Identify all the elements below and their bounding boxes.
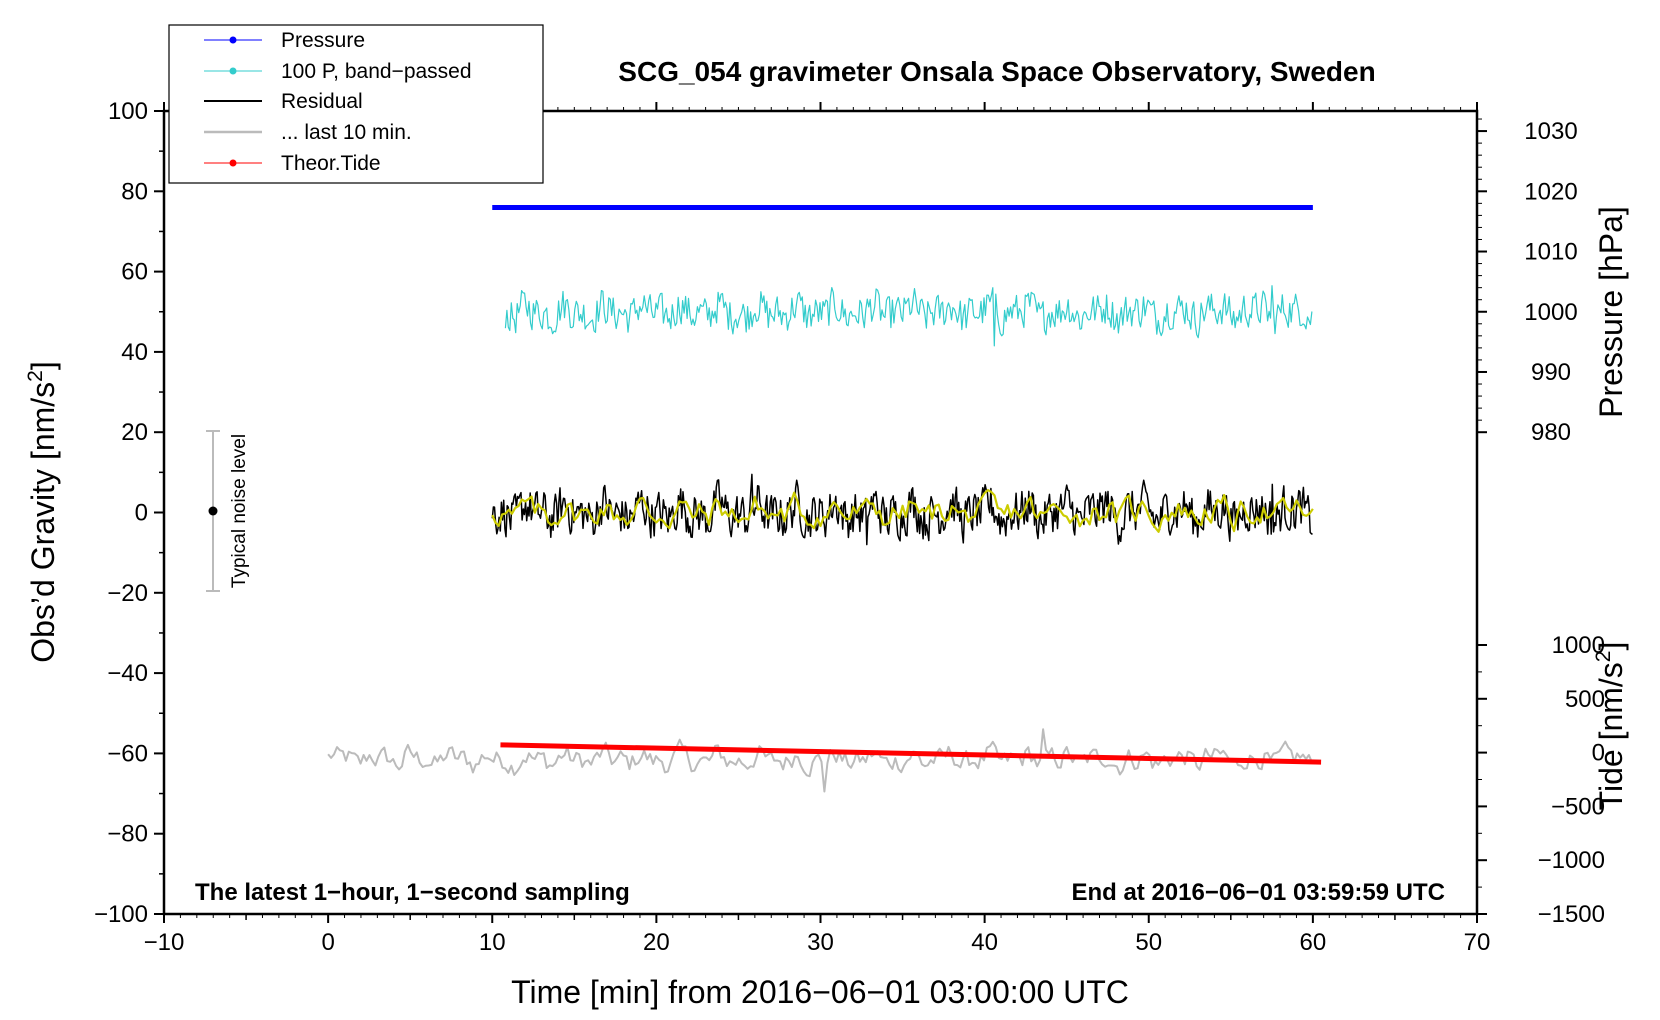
series-residual-smoothed-line	[491, 489, 1314, 533]
tide-tick-label: 1000	[1552, 632, 1605, 659]
noise-center-dot	[208, 506, 218, 516]
legend: Pressure 100 P, band−passed Residual ...…	[168, 24, 544, 184]
tide-tick-label: −1500	[1538, 901, 1605, 928]
y-tick-label: −40	[107, 660, 148, 687]
x-tick-label: 60	[1300, 929, 1327, 956]
y-tick-label: 20	[121, 419, 148, 446]
y-tick-label: 0	[135, 500, 148, 527]
series-tide-line	[500, 742, 1322, 765]
plot-frame	[162, 109, 1479, 916]
pressure-tick-label: 1020	[1524, 178, 1577, 205]
pressure-tick-label: 980	[1531, 419, 1571, 446]
legend-label-bandpassed: 100 P, band−passed	[281, 60, 472, 83]
legend-label-last10: ... last 10 min.	[281, 121, 412, 144]
series-last10-line	[327, 728, 1313, 793]
legend-marker-tide	[229, 159, 237, 167]
x-tick-label: 20	[643, 929, 670, 956]
pressure-tick-label: 1030	[1524, 118, 1577, 145]
y-tick-label: −20	[107, 580, 148, 607]
legend-label-residual: Residual	[281, 90, 363, 113]
annotation-end-time: End at 2016−06−01 03:59:59 UTC	[1071, 879, 1445, 906]
tide-tick-label: 0	[1592, 740, 1605, 767]
tide-tick-label: 500	[1565, 686, 1605, 713]
legend-label-tide: Theor.Tide	[281, 152, 381, 175]
y-axis-title-tide: Tide [nm/s2]	[1592, 642, 1629, 811]
y-tick-label: −60	[107, 740, 148, 767]
chart-title: SCG_054 gravimeter Onsala Space Observat…	[618, 56, 1375, 87]
tick-labels-layer: −10 0 10 20 30 40 50 60 70−100−80−60−40−20020406…	[94, 98, 1605, 956]
annotation-sampling: The latest 1−hour, 1−second sampling	[195, 879, 630, 906]
x-tick-label: 30	[807, 929, 834, 956]
y-tick-label: −80	[107, 821, 148, 848]
x-tick-label: −10	[144, 929, 185, 956]
legend-label-pressure: Pressure	[281, 29, 365, 52]
tide-tick-label: −500	[1551, 793, 1605, 820]
y-tick-label: 40	[121, 339, 148, 366]
y-tick-label: −100	[94, 901, 148, 928]
x-tick-label: 70	[1464, 929, 1491, 956]
y-tick-label: 60	[121, 259, 148, 286]
legend-marker-bandpassed	[229, 67, 237, 75]
x-axis-title: Time [min] from 2016−06−01 03:00:00 UTC	[511, 974, 1129, 1010]
legend-marker-pressure	[229, 36, 237, 44]
noise-level-label: Typical noise level	[229, 434, 250, 588]
tide-tick-label: −1000	[1538, 847, 1605, 874]
pressure-tick-label: 990	[1531, 359, 1571, 386]
y-tick-label: 80	[121, 178, 148, 205]
pressure-tick-label: 1000	[1524, 299, 1577, 326]
noise-level-indicator: Typical noise level	[206, 430, 250, 592]
x-tick-label: 40	[971, 929, 998, 956]
x-tick-label: 10	[479, 929, 506, 956]
x-tick-label: 50	[1135, 929, 1162, 956]
x-tick-label: 0	[321, 929, 334, 956]
pressure-tick-label: 1010	[1524, 239, 1577, 266]
axis-ticks-layer	[154, 102, 1487, 923]
y-tick-label: 100	[108, 98, 148, 125]
legend-box	[168, 24, 544, 184]
series-layer	[327, 205, 1322, 793]
y-axis-title-pressure: Pressure [hPa]	[1593, 206, 1629, 418]
y-axis-title-left: Obs’d Gravity [nm/s2]	[24, 361, 61, 663]
series-bandpassed-line	[504, 285, 1313, 347]
